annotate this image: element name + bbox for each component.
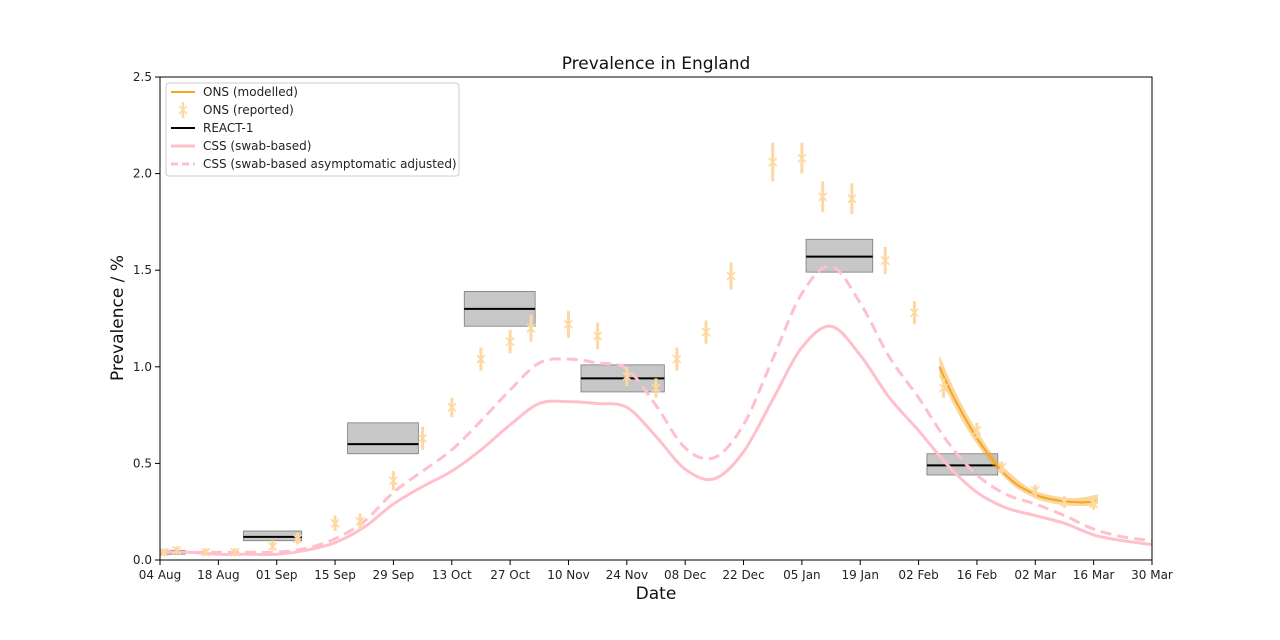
- ons-reported-marker: [972, 425, 982, 436]
- legend: ONS (modelled) ONS (reported) REACT-1 CS…: [165, 82, 460, 177]
- x-tick-label: 18 Aug: [197, 568, 240, 582]
- legend-box: [165, 82, 460, 177]
- y-tick-label: 1.5: [133, 263, 152, 277]
- legend-label-ons-modelled: ONS (modelled): [203, 85, 298, 99]
- ons-reported-marker: [172, 545, 182, 555]
- plot-area: [160, 142, 1152, 557]
- legend-label-css: CSS (swab-based): [203, 139, 311, 153]
- ons-reported-marker: [880, 255, 890, 266]
- ons-reported-marker: [909, 308, 919, 318]
- x-tick-label: 13 Oct: [432, 568, 472, 582]
- x-tick-label: 08 Dec: [664, 568, 706, 582]
- ons-reported-marker: [939, 383, 949, 393]
- ons-reported-marker: [818, 192, 828, 202]
- ons-reported-marker: [672, 354, 682, 364]
- y-tick-label: 0.0: [133, 553, 152, 567]
- ons-reported-marker: [997, 462, 1007, 472]
- ons-reported-marker: [651, 383, 661, 393]
- y-tick-label: 2.0: [133, 167, 152, 181]
- legend-label-css-adjusted: CSS (swab-based asymptomatic adjusted): [203, 157, 457, 171]
- y-axis: 0.0 0.5 1.0 1.5 2.0 2.5: [133, 70, 160, 567]
- y-tick-label: 1.0: [133, 360, 152, 374]
- ons-reported-marker: [418, 433, 428, 443]
- ons-reported-marker: [797, 153, 807, 163]
- ons-reported-marker: [201, 547, 211, 557]
- x-tick-label: 16 Mar: [1073, 568, 1115, 582]
- ons-reported-marker: [701, 327, 711, 337]
- ons-reported-marker: [1089, 499, 1099, 509]
- ons-reported-marker: [563, 319, 574, 329]
- chart-title: Prevalence in England: [562, 54, 751, 74]
- x-axis-title: Date: [636, 584, 677, 604]
- ons-reported-marker: [330, 518, 340, 528]
- y-axis-title: Prevalence / %: [108, 255, 128, 381]
- ons-reported-marker: [505, 337, 515, 347]
- ons-modelled-line: [938, 366, 1099, 504]
- x-tick-label: 02 Mar: [1014, 568, 1056, 582]
- ons-reported-marker: [388, 476, 398, 486]
- x-axis: 04 Aug 18 Aug 01 Sep 15 Sep 29 Sep 13 Oct 27 O…: [139, 560, 1173, 582]
- x-tick-label: 15 Sep: [314, 568, 356, 582]
- ons-reported-marker: [267, 541, 278, 552]
- x-tick-label: 10 Nov: [547, 568, 590, 582]
- ons-reported-marker: [768, 157, 778, 167]
- legend-label-ons-reported: ONS (reported): [203, 103, 294, 117]
- y-tick-label: 0.5: [133, 456, 152, 470]
- ons-reported-marker: [292, 534, 303, 544]
- react1-series: [160, 238, 999, 555]
- x-tick-label: 16 Feb: [957, 568, 997, 582]
- x-tick-label: 05 Jan: [783, 568, 821, 582]
- react1-ci-box: [347, 422, 419, 455]
- legend-label-react1: REACT-1: [203, 121, 254, 135]
- css-adjusted-line: [160, 264, 1152, 555]
- x-tick-label: 02 Feb: [898, 568, 938, 582]
- x-tick-label: 24 Nov: [606, 568, 649, 582]
- x-tick-label: 01 Sep: [256, 568, 298, 582]
- x-tick-label: 27 Oct: [490, 568, 530, 582]
- ons-reported-marker: [355, 516, 365, 526]
- ons-reported-marker: [1030, 485, 1040, 496]
- ons-reported-marker: [476, 354, 486, 364]
- ons-modelled-ci-band: [939, 355, 1098, 507]
- ons-reported-marker: [230, 547, 240, 557]
- ons-reported-marker: [726, 271, 736, 281]
- x-tick-label: 22 Dec: [722, 568, 764, 582]
- ons-reported-series: [160, 142, 1099, 557]
- x-tick-label: 29 Sep: [373, 568, 415, 582]
- axes-frame: [159, 76, 1153, 561]
- ons-reported-marker: [160, 547, 169, 557]
- ons-reported-marker: [447, 402, 457, 412]
- ons-reported-marker: [526, 323, 536, 333]
- css-swab-line: [160, 324, 1152, 556]
- x-tick-label: 04 Aug: [139, 568, 182, 582]
- legend-swatch-ons-reported: [178, 102, 188, 118]
- ons-reported-marker: [622, 371, 632, 382]
- ons-reported-marker: [1059, 497, 1070, 507]
- y-tick-label: 2.5: [133, 70, 152, 84]
- ons-reported-marker: [847, 194, 857, 204]
- x-tick-label: 30 Mar: [1131, 568, 1173, 582]
- ons-reported-marker: [593, 331, 603, 341]
- x-tick-label: 19 Jan: [841, 568, 879, 582]
